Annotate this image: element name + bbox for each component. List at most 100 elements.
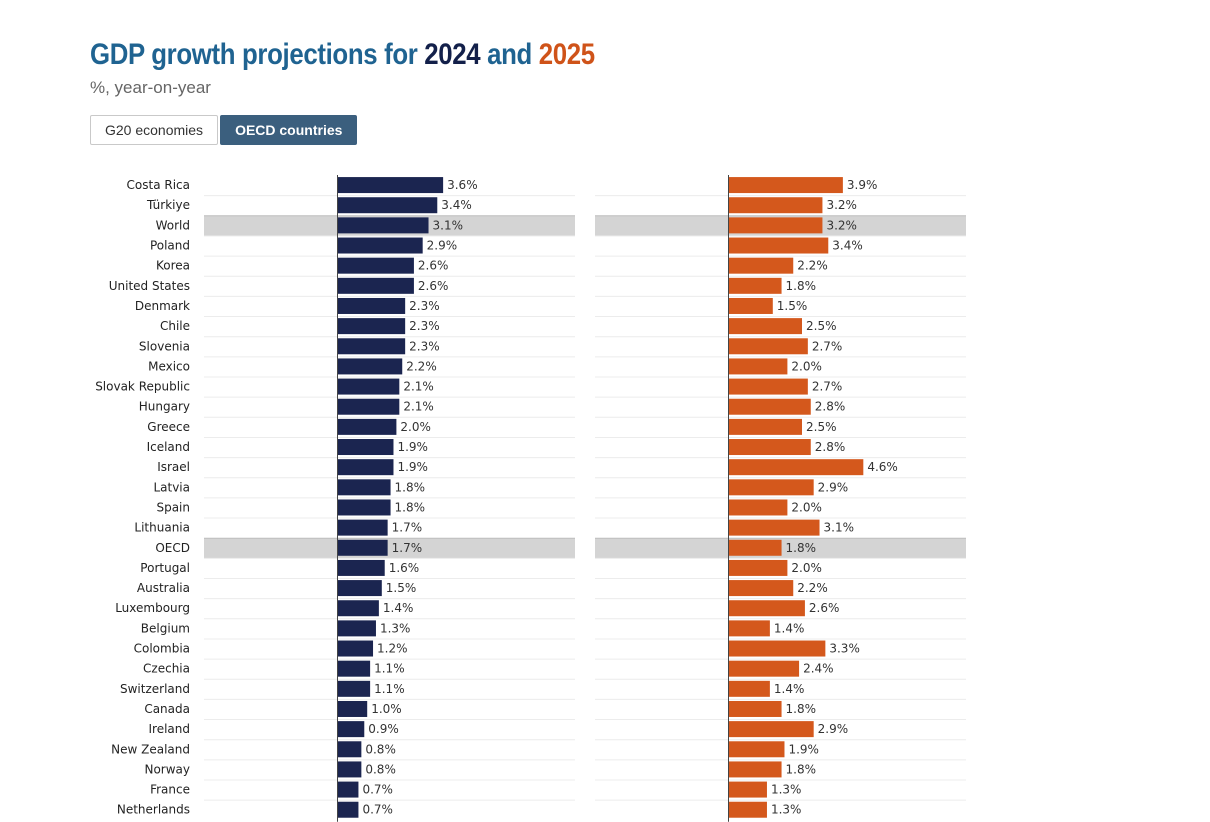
bar-2025-slovenia[interactable] bbox=[729, 338, 808, 355]
bar-2024-portugal[interactable] bbox=[338, 559, 385, 576]
value-label-2025-australia: 2.2% bbox=[797, 581, 828, 595]
category-label-spain: Spain bbox=[156, 500, 190, 514]
bar-2025-united-states[interactable] bbox=[729, 277, 782, 294]
title-year-2025: 2025 bbox=[538, 38, 595, 71]
category-label-norway: Norway bbox=[144, 762, 190, 776]
category-label-poland: Poland bbox=[150, 239, 190, 253]
bar-2024-poland[interactable] bbox=[338, 237, 423, 254]
bar-2024-korea[interactable] bbox=[338, 257, 414, 274]
bar-2024-spain[interactable] bbox=[338, 499, 391, 516]
bar-2024-iceland[interactable] bbox=[338, 439, 394, 456]
bar-2025-t-rkiye[interactable] bbox=[729, 197, 823, 214]
value-label-2025-costa-rica: 3.9% bbox=[847, 178, 878, 192]
bar-2024-canada[interactable] bbox=[338, 700, 368, 717]
bar-2025-switzerland[interactable] bbox=[729, 680, 770, 697]
bar-2024-colombia[interactable] bbox=[338, 640, 374, 657]
bar-2025-colombia[interactable] bbox=[729, 640, 826, 657]
tab-g20-economies[interactable]: G20 economies bbox=[90, 115, 219, 145]
bar-2025-portugal[interactable] bbox=[729, 559, 788, 576]
value-label-2025-new-zealand: 1.9% bbox=[788, 742, 819, 756]
bar-2024-australia[interactable] bbox=[338, 580, 382, 597]
bar-2024-mexico[interactable] bbox=[338, 358, 403, 375]
bar-2024-israel[interactable] bbox=[338, 459, 394, 476]
value-label-2024-world: 3.1% bbox=[433, 218, 464, 232]
highlight-row-2024-oecd bbox=[204, 538, 575, 559]
bar-2025-norway[interactable] bbox=[729, 761, 782, 778]
bar-2024-denmark[interactable] bbox=[338, 297, 406, 314]
bar-2025-canada[interactable] bbox=[729, 700, 782, 717]
category-label-mexico: Mexico bbox=[148, 359, 190, 373]
bar-2025-poland[interactable] bbox=[729, 237, 829, 254]
bar-2024-norway[interactable] bbox=[338, 761, 362, 778]
value-label-2025-belgium: 1.4% bbox=[774, 621, 805, 635]
bar-2024-oecd[interactable] bbox=[338, 539, 388, 556]
bar-2025-costa-rica[interactable] bbox=[729, 177, 843, 194]
bar-2024-luxembourg[interactable] bbox=[338, 600, 379, 617]
category-label-oecd: OECD bbox=[155, 541, 190, 555]
category-label-luxembourg: Luxembourg bbox=[115, 601, 190, 615]
bar-2024-united-states[interactable] bbox=[338, 277, 414, 294]
bar-2025-oecd[interactable] bbox=[729, 539, 782, 556]
bar-2025-spain[interactable] bbox=[729, 499, 788, 516]
bar-2024-t-rkiye[interactable] bbox=[338, 197, 438, 214]
bar-2025-new-zealand[interactable] bbox=[729, 741, 785, 758]
value-label-2024-latvia: 1.8% bbox=[395, 480, 426, 494]
bar-2024-slovak-republic[interactable] bbox=[338, 378, 400, 395]
bar-2025-denmark[interactable] bbox=[729, 297, 773, 314]
bar-2024-costa-rica[interactable] bbox=[338, 177, 444, 194]
bar-2024-chile[interactable] bbox=[338, 318, 406, 335]
bar-2025-hungary[interactable] bbox=[729, 398, 811, 415]
value-label-2024-korea: 2.6% bbox=[418, 259, 449, 273]
bar-2025-france[interactable] bbox=[729, 781, 767, 798]
bar-2024-latvia[interactable] bbox=[338, 479, 391, 496]
bar-2025-luxembourg[interactable] bbox=[729, 600, 805, 617]
category-label-slovenia: Slovenia bbox=[139, 339, 190, 353]
bar-2024-hungary[interactable] bbox=[338, 398, 400, 415]
bar-2025-korea[interactable] bbox=[729, 257, 794, 274]
value-label-2025-latvia: 2.9% bbox=[818, 480, 849, 494]
tab-oecd-countries[interactable]: OECD countries bbox=[220, 115, 358, 145]
value-label-2025-ireland: 2.9% bbox=[818, 722, 849, 736]
value-label-2025-oecd: 1.8% bbox=[786, 541, 817, 555]
bar-2025-ireland[interactable] bbox=[729, 721, 814, 738]
tab-bar: G20 economies OECD countries bbox=[90, 115, 358, 145]
bar-2024-netherlands[interactable] bbox=[338, 801, 359, 818]
category-label-chile: Chile bbox=[160, 319, 190, 333]
bar-2025-slovak-republic[interactable] bbox=[729, 378, 808, 395]
bar-2025-netherlands[interactable] bbox=[729, 801, 767, 818]
bar-2025-chile[interactable] bbox=[729, 318, 802, 335]
bar-2025-latvia[interactable] bbox=[729, 479, 814, 496]
value-label-2024-netherlands: 0.7% bbox=[362, 803, 393, 817]
bar-2025-australia[interactable] bbox=[729, 580, 794, 597]
bar-2025-iceland[interactable] bbox=[729, 439, 811, 456]
value-label-2024-czechia: 1.1% bbox=[374, 662, 405, 676]
category-label-greece: Greece bbox=[147, 420, 190, 434]
bar-2024-slovenia[interactable] bbox=[338, 338, 406, 355]
bar-2024-belgium[interactable] bbox=[338, 620, 376, 637]
bar-2024-switzerland[interactable] bbox=[338, 680, 371, 697]
value-label-2025-lithuania: 3.1% bbox=[824, 521, 855, 535]
bar-2024-greece[interactable] bbox=[338, 418, 397, 435]
category-label-canada: Canada bbox=[144, 702, 190, 716]
category-label-slovak-republic: Slovak Republic bbox=[95, 380, 190, 394]
bar-2025-lithuania[interactable] bbox=[729, 519, 820, 536]
title-middle: and bbox=[480, 38, 539, 71]
bar-2024-czechia[interactable] bbox=[338, 660, 371, 677]
bar-2025-israel[interactable] bbox=[729, 459, 864, 476]
value-label-2024-lithuania: 1.7% bbox=[392, 521, 423, 535]
bar-2025-belgium[interactable] bbox=[729, 620, 770, 637]
bar-2024-lithuania[interactable] bbox=[338, 519, 388, 536]
bar-2025-world[interactable] bbox=[729, 217, 823, 234]
bar-2025-mexico[interactable] bbox=[729, 358, 788, 375]
value-label-2024-slovenia: 2.3% bbox=[409, 339, 440, 353]
bar-2024-new-zealand[interactable] bbox=[338, 741, 362, 758]
category-label-united-states: United States bbox=[109, 279, 190, 293]
bar-2024-world[interactable] bbox=[338, 217, 429, 234]
bar-2024-france[interactable] bbox=[338, 781, 359, 798]
bar-2025-greece[interactable] bbox=[729, 418, 802, 435]
bar-2025-czechia[interactable] bbox=[729, 660, 800, 677]
chart-subtitle: %, year-on-year bbox=[90, 78, 211, 97]
bar-2024-ireland[interactable] bbox=[338, 721, 365, 738]
category-label-world: World bbox=[156, 218, 190, 232]
